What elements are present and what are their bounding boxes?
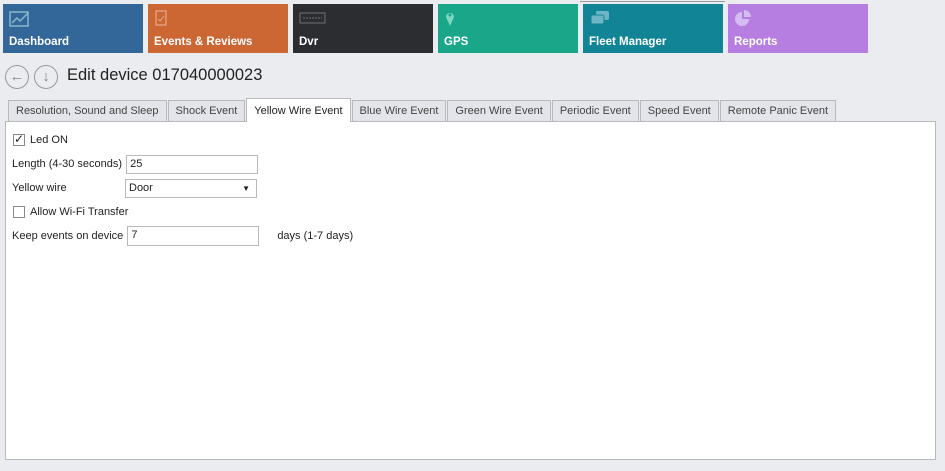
tile-dashboard[interactable]: Dashboard [3,4,143,53]
tab-panel [5,121,936,460]
led-on-label: Led ON [30,134,68,146]
keep-events-input[interactable]: 7 [127,226,260,246]
active-tile-indicator [580,1,725,2]
chart-icon [9,9,31,27]
pie-chart-icon [734,9,756,27]
tile-dashboard-label: Dashboard [9,36,70,48]
tab-yellow-wire-event[interactable]: Yellow Wire Event [246,98,351,122]
tab-remote-panic-event[interactable]: Remote Panic Event [719,100,837,121]
dvr-icon [299,9,326,27]
tile-fleet-label: Fleet Manager [589,36,667,48]
yellow-wire-select[interactable]: Door ▼ [125,178,257,198]
tab-blue-wire-event[interactable]: Blue Wire Event [351,100,447,121]
tile-events-label: Events & Reviews [154,36,253,48]
allow-wifi-row: Allow Wi-Fi Transfer [12,200,353,224]
download-button[interactable]: ↓ [34,65,58,89]
tile-dvr-label: Dvr [299,36,319,48]
length-input[interactable]: 25 [126,154,259,174]
led-on-row: ✓ Led ON [12,128,353,152]
led-on-checkbox[interactable]: ✓ [13,134,25,146]
tab-resolution-sound-sleep[interactable]: Resolution, Sound and Sleep [8,100,167,121]
chevron-down-icon: ▼ [242,183,250,193]
clipboard-check-icon [154,9,176,27]
length-label: Length (4-30 seconds) [12,158,123,170]
page-title: Edit device 017040000023 [67,66,263,84]
checkmark-icon: ✓ [14,134,25,146]
keep-events-suffix: days (1-7 days) [277,230,354,242]
tab-speed-event[interactable]: Speed Event [639,100,719,121]
yellow-wire-value: Door [129,181,153,194]
yellow-wire-label: Yellow wire [12,182,67,194]
tile-events-reviews[interactable]: Events & Reviews [148,4,288,53]
tab-shock-event[interactable]: Shock Event [167,100,246,121]
cars-icon [589,9,611,27]
yellow-wire-form: ✓ Led ON Length (4-30 seconds) 25 Yellow… [12,128,353,248]
tab-green-wire-event[interactable]: Green Wire Event [447,100,551,121]
yellow-wire-row: Yellow wire Door ▼ [12,176,353,200]
map-pin-icon [444,9,466,27]
tile-reports[interactable]: Reports [728,4,868,53]
tab-bar: Resolution, Sound and Sleep Shock Event … [8,98,837,122]
length-row: Length (4-30 seconds) 25 [12,152,353,176]
allow-wifi-label: Allow Wi-Fi Transfer [30,206,129,218]
arrow-down-icon: ↓ [42,68,50,85]
tile-gps[interactable]: GPS [438,4,578,53]
arrow-left-icon: ← [9,68,25,85]
keep-events-label: Keep events on device [12,230,124,242]
keep-events-row: Keep events on device 7 days (1-7 days) [12,224,353,248]
tile-gps-label: GPS [444,36,469,48]
tile-dvr[interactable]: Dvr [293,4,433,53]
tab-periodic-event[interactable]: Periodic Event [551,100,639,121]
tile-reports-label: Reports [734,36,778,48]
tile-fleet-manager[interactable]: Fleet Manager [583,4,723,53]
back-button[interactable]: ← [5,65,29,89]
allow-wifi-checkbox[interactable] [13,206,25,218]
